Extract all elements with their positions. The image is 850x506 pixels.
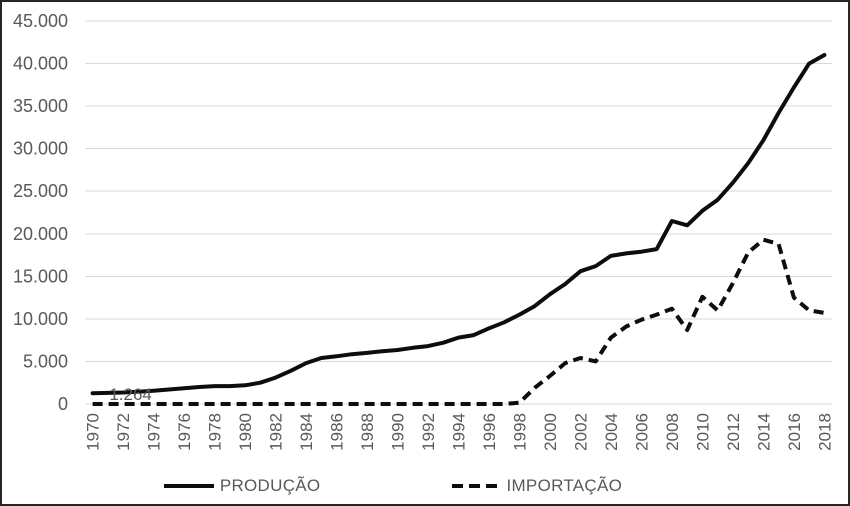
x-axis-tick-label: 2002 xyxy=(571,413,590,451)
x-axis-tick-label: 1990 xyxy=(389,413,408,451)
x-axis-tick-label: 2016 xyxy=(785,413,804,451)
x-axis-tick-label: 1992 xyxy=(419,413,438,451)
x-axis-tick-label: 2014 xyxy=(754,413,773,451)
x-axis-tick-label: 1996 xyxy=(480,413,499,451)
y-axis-tick-label: 0 xyxy=(58,394,68,414)
y-axis-tick-label: 5.000 xyxy=(23,351,68,371)
legend: PRODUÇÃO IMPORTAÇÃO xyxy=(2,476,816,496)
y-axis-tick-label: 35.000 xyxy=(13,96,68,116)
y-axis-tick-label: 15.000 xyxy=(13,266,68,286)
x-axis-tick-label: 1988 xyxy=(358,413,377,451)
x-axis-tick-label: 1970 xyxy=(84,413,103,451)
x-axis-tick-label: 2018 xyxy=(815,413,834,451)
x-axis-tick-label: 1986 xyxy=(328,413,347,451)
x-axis-tick-label: 1980 xyxy=(236,413,255,451)
x-axis-tick-label: 1974 xyxy=(145,413,164,451)
x-axis-tick-label: 2000 xyxy=(541,413,560,451)
x-axis-tick-label: 2006 xyxy=(632,413,651,451)
legend-item-producao: PRODUÇÃO xyxy=(163,476,321,496)
x-axis-tick-label: 1994 xyxy=(450,413,469,451)
x-axis-tick-label: 1998 xyxy=(510,413,529,451)
legend-item-importacao: IMPORTAÇÃO xyxy=(452,476,622,496)
x-axis-tick-label: 1972 xyxy=(114,413,133,451)
x-axis-tick-label: 1982 xyxy=(267,413,286,451)
y-axis-tick-label: 30.000 xyxy=(13,139,68,159)
dashed-line-swatch xyxy=(452,484,501,488)
x-axis-tick-label: 2010 xyxy=(693,413,712,451)
solid-line-swatch xyxy=(163,484,214,488)
x-axis-tick-label: 1984 xyxy=(297,413,316,451)
data-point-label: 1.264 xyxy=(109,385,152,404)
y-axis-tick-label: 25.000 xyxy=(13,181,68,201)
x-axis-tick-label: 2008 xyxy=(663,413,682,451)
y-axis-tick-label: 20.000 xyxy=(13,224,68,244)
legend-label-importacao: IMPORTAÇÃO xyxy=(506,476,623,495)
y-axis-tick-label: 45.000 xyxy=(13,11,68,31)
y-axis-tick-label: 10.000 xyxy=(13,309,68,329)
producao-line-series xyxy=(90,53,827,396)
importacao-line-series xyxy=(92,237,825,406)
x-axis-tick-label: 2012 xyxy=(724,413,743,451)
x-axis-tick-label: 2004 xyxy=(602,413,621,451)
x-axis-tick-label: 1978 xyxy=(206,413,225,451)
legend-label-producao: PRODUÇÃO xyxy=(219,476,321,495)
y-axis-tick-label: 40.000 xyxy=(13,54,68,74)
x-axis-tick-label: 1976 xyxy=(175,413,194,451)
